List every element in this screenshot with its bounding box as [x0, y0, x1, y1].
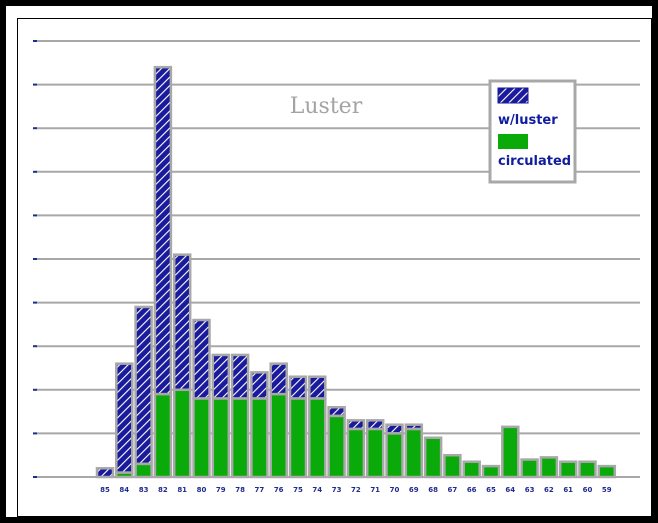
x-tick-label: 84 — [119, 486, 129, 494]
x-tick-label: 60 — [583, 486, 593, 494]
legend-swatch-circulated — [498, 134, 528, 149]
bar-w-luster — [230, 353, 250, 400]
y-axis-ticks — [33, 40, 37, 478]
bar-circulated — [153, 392, 173, 479]
x-tick-label: 59 — [602, 486, 612, 494]
bar-circulated — [423, 436, 443, 479]
bar-w-luster — [308, 375, 327, 400]
x-tick-label: 62 — [544, 486, 554, 494]
bars — [95, 65, 617, 479]
x-tick-label: 75 — [293, 486, 303, 494]
bar-circulated — [578, 460, 597, 479]
x-tick-label: 64 — [505, 486, 515, 494]
bar-circulated — [443, 453, 462, 479]
x-tick-label: 72 — [351, 486, 361, 494]
bar-w-luster — [269, 362, 288, 396]
x-tick-label: 73 — [332, 486, 342, 494]
x-tick-label: 66 — [467, 486, 477, 494]
bar-circulated — [115, 471, 134, 479]
x-tick-label: 65 — [486, 486, 496, 494]
x-tick-label: 80 — [197, 486, 207, 494]
bar-circulated — [558, 460, 578, 479]
x-tick-label: 85 — [100, 486, 110, 494]
bar-circulated — [346, 427, 366, 479]
bar-circulated — [134, 462, 153, 479]
x-tick-label: 63 — [525, 486, 535, 494]
bar-w-luster — [115, 362, 134, 474]
bar-w-luster — [211, 353, 231, 400]
bar-circulated — [211, 397, 231, 479]
bar-w-luster — [172, 253, 192, 392]
bar-circulated — [327, 414, 346, 479]
bar-w-luster — [327, 405, 346, 418]
legend-label-w-luster: w/luster — [498, 113, 558, 128]
bar-w-luster — [134, 305, 153, 466]
bar-circulated — [385, 432, 404, 479]
bar-circulated — [230, 397, 250, 479]
chart-title: Luster — [290, 94, 363, 119]
x-tick-label: 78 — [235, 486, 245, 494]
bar-circulated — [365, 427, 385, 479]
bar-circulated — [462, 460, 481, 479]
x-axis-tick-labels: 85 84 83 82 81 80 79 78 77 76 75 74 73 72 71 70 69 68 67 66… — [100, 486, 612, 494]
x-tick-label: 76 — [274, 486, 284, 494]
bar-circulated — [172, 388, 192, 479]
x-tick-label: 70 — [390, 486, 400, 494]
x-tick-label: 79 — [216, 486, 226, 494]
bar-circulated — [539, 456, 559, 479]
x-tick-label: 77 — [255, 486, 265, 494]
x-tick-label: 69 — [409, 486, 419, 494]
bar-w-luster — [95, 467, 115, 479]
bar-w-luster — [346, 419, 366, 431]
x-tick-label: 68 — [428, 486, 438, 494]
bar-circulated — [269, 392, 288, 479]
bar-circulated — [250, 397, 269, 479]
bar-circulated — [597, 464, 617, 479]
x-tick-label: 71 — [370, 486, 380, 494]
bar-w-luster — [192, 318, 211, 400]
x-tick-label: 61 — [563, 486, 573, 494]
bar-circulated — [481, 464, 501, 479]
x-tick-label: 74 — [312, 486, 322, 494]
bar-circulated — [520, 458, 539, 479]
bar-circulated — [192, 397, 211, 479]
x-tick-label: 67 — [448, 486, 458, 494]
bar-w-luster — [288, 375, 308, 400]
legend: w/luster circulated — [488, 79, 577, 184]
bar-w-luster — [153, 65, 173, 396]
bar-w-luster — [385, 423, 404, 435]
x-tick-label: 81 — [177, 486, 187, 494]
bar-circulated — [501, 425, 520, 479]
bar-w-luster — [250, 371, 269, 400]
x-tick-label: 83 — [139, 486, 149, 494]
bar-w-luster — [365, 419, 385, 431]
bar-circulated — [288, 397, 308, 479]
x-tick-label: 82 — [158, 486, 168, 494]
bar-circulated — [404, 427, 424, 479]
bar-circulated — [308, 397, 327, 479]
legend-label-circulated: circulated — [498, 154, 571, 169]
legend-swatch-w-luster — [497, 87, 529, 104]
